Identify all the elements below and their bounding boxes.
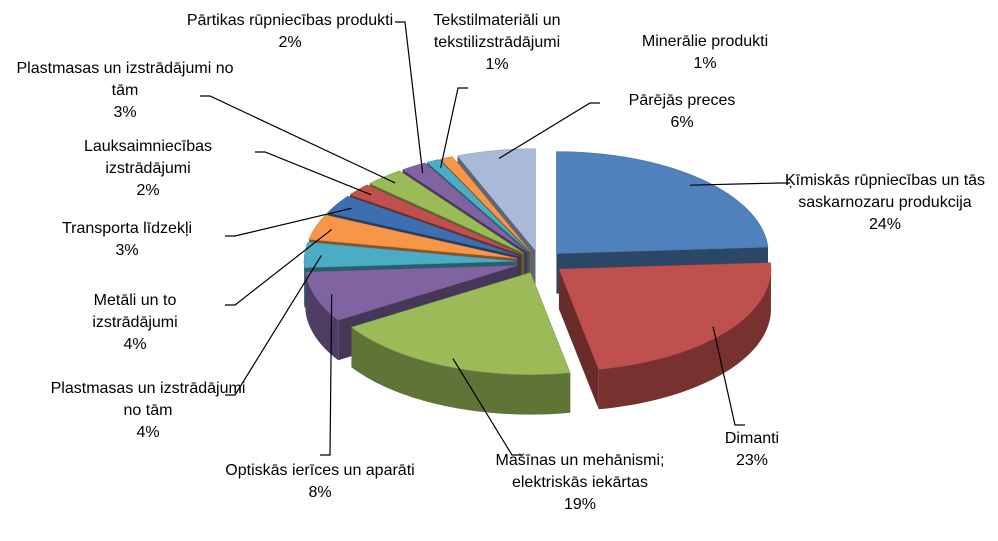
pie-slice [558,262,772,410]
percent-label: 6% [670,114,694,131]
slice-label: Tekstilmateriāli un tekstilizstrādājumi 1… [402,10,592,76]
slice-top [401,162,528,253]
percent-label: 3% [115,242,139,259]
leader-line [225,255,322,396]
slice-label: Mašīnas un mehānismi; elektriskās iekārt… [480,450,680,516]
percent-label: 4% [136,424,160,441]
slice-top [426,159,530,252]
category-name: Tekstilmateriāli un tekstilizstrādājumi [433,12,561,51]
slice-label: Dimanti 23% [692,428,812,472]
percent-label: 2% [136,182,160,199]
category-name: Optiskās ierīces un aparāti [225,462,415,479]
percent-label: 4% [123,336,147,353]
slice-label: Transporta līdzekļi 3% [17,218,237,262]
slice-wall [305,271,339,361]
percent-label: 3% [113,104,137,121]
slice-top [350,272,571,375]
slice-top [327,195,520,257]
category-name: Lauksaimniecības izstrādājumi [83,138,213,177]
slice-top [456,148,536,252]
leader-line [712,326,745,426]
category-name: Mašīnas un mehānismi; elektriskās iekārt… [495,452,665,491]
slice-top [558,262,772,370]
slice-top [556,151,769,254]
percent-label: 2% [278,34,302,51]
category-name: Pārējās preces [628,92,736,109]
slice-top [439,156,531,252]
leader-line [689,182,790,186]
slice-top [303,241,517,268]
slice-label: Minerālie produkti 1% [605,31,805,75]
slice-label: Pārējās preces 6% [582,90,782,134]
category-name: Plastmasas un izstrādājumi no tām [16,60,234,99]
leader-line [320,294,333,456]
category-name: Ķīmiskās rūpniecības un tās saskarnozaru… [784,172,986,211]
slice-top [369,170,525,254]
leader-line [439,87,468,169]
category-name: Metāli un to izstrādājumi [92,292,178,331]
slice-top [308,214,518,259]
percent-label: 24% [868,216,902,233]
leader-line [225,228,333,306]
percent-label: 1% [693,55,717,72]
slice-label: Lauksaimniecības izstrādājumi 2% [48,136,248,202]
leader-line [452,358,522,456]
leader-line [200,95,396,184]
leader-line [395,21,424,174]
leader-line [498,102,600,159]
leader-line [255,151,372,196]
category-name: Minerālie produkti [641,33,769,50]
percent-label: 23% [735,452,769,469]
leader-line [225,207,352,237]
slice-label: Optiskās ierīces un aparāti 8% [220,460,420,504]
category-name: Plastmasas un izstrādājumi no tām [50,380,246,419]
category-name: Dimanti [724,430,780,447]
slice-label: Metāli un to izstrādājumi 4% [55,290,215,356]
slice-label: Ķīmiskās rūpniecības un tās saskarnozaru… [770,170,998,236]
category-name: Transporta līdzekļi [61,220,193,237]
slice-label: Plastmasas un izstrādājumi no tām 4% [48,378,248,444]
slice-label: Plastmasas un izstrādājumi no tām 3% [15,58,235,124]
category-name: Pārtikas rūpniecības produkti [186,12,394,29]
percent-label: 1% [485,56,509,73]
slice-label: Pārtikas rūpniecības produkti 2% [180,10,400,54]
percent-label: 8% [308,484,332,501]
slice-side [558,269,599,410]
slice-wall [598,269,771,410]
percent-label: 19% [563,496,597,513]
